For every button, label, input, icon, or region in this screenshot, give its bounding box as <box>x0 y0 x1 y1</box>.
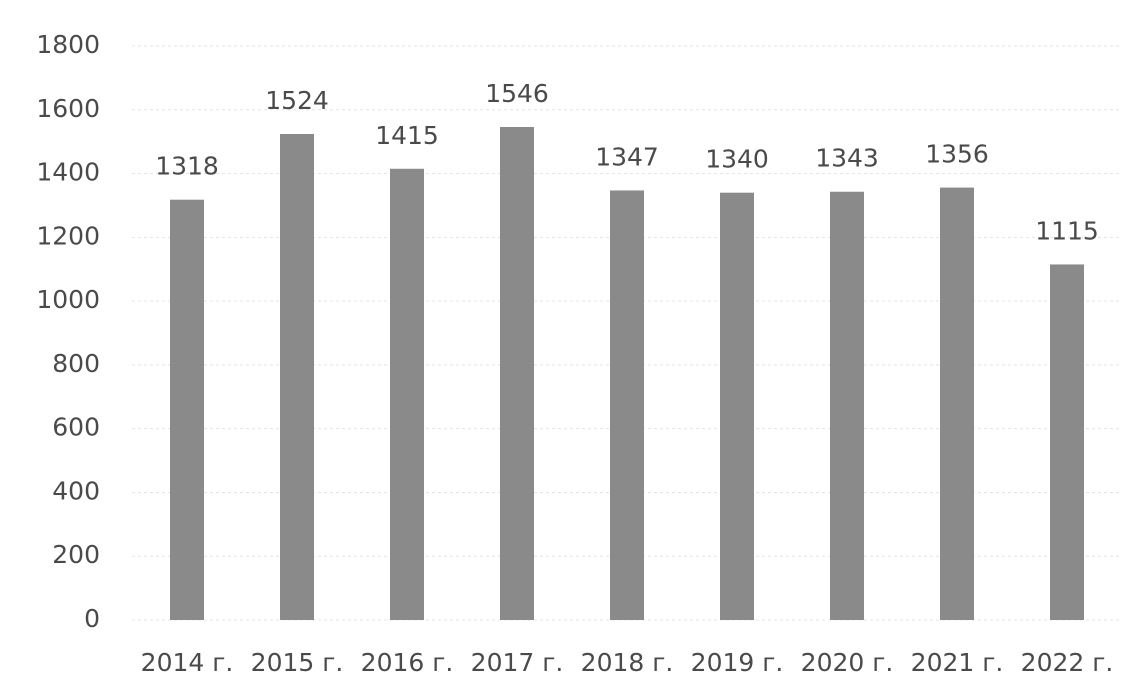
x-tick-label: 2017 г. <box>471 648 564 677</box>
bar <box>170 199 204 620</box>
data-label: 1343 <box>815 144 879 173</box>
data-label: 1356 <box>925 140 989 169</box>
y-tick-label: 1800 <box>36 30 100 59</box>
data-label: 1318 <box>155 152 219 181</box>
bar <box>280 134 314 620</box>
x-tick-label: 2020 г. <box>801 648 894 677</box>
data-label: 1347 <box>595 142 659 171</box>
y-tick-label: 800 <box>52 349 100 378</box>
x-tick-label: 2018 г. <box>581 648 674 677</box>
bar <box>500 126 534 621</box>
y-tick-label: 0 <box>84 604 100 633</box>
y-tick-label: 200 <box>52 540 100 569</box>
bar <box>610 190 644 620</box>
y-tick-label: 1400 <box>36 158 100 187</box>
bar <box>1050 264 1084 620</box>
bar <box>390 168 424 620</box>
data-label: 1340 <box>705 145 769 174</box>
y-tick-label: 600 <box>52 413 100 442</box>
x-tick-label: 2016 г. <box>361 648 454 677</box>
data-label: 1524 <box>265 86 329 115</box>
x-tick-label: 2021 г. <box>911 648 1004 677</box>
data-label: 1115 <box>1035 216 1099 245</box>
data-label: 1546 <box>485 79 549 108</box>
y-tick-label: 1600 <box>36 94 100 123</box>
x-tick-label: 2015 г. <box>251 648 344 677</box>
x-tick-label: 2022 г. <box>1021 648 1114 677</box>
data-label: 1415 <box>375 121 439 150</box>
bar <box>720 192 754 620</box>
y-tick-label: 400 <box>52 476 100 505</box>
x-tick-label: 2019 г. <box>691 648 784 677</box>
x-tick-label: 2014 г. <box>141 648 234 677</box>
bar <box>940 187 974 620</box>
y-tick-label: 1000 <box>36 285 100 314</box>
y-tick-label: 1200 <box>36 221 100 250</box>
bar <box>830 191 864 620</box>
